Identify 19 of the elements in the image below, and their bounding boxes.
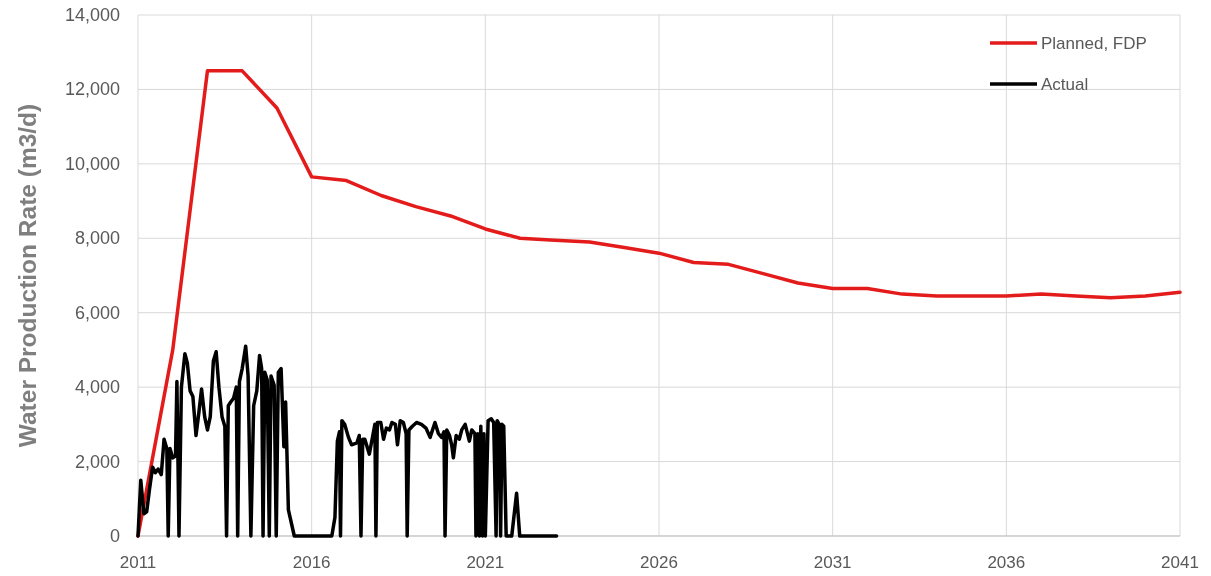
y-tick-label: 0 (109, 526, 120, 546)
x-tick-label: 2036 (987, 552, 1026, 572)
legend-label: Planned, FDP (1041, 33, 1147, 53)
y-tick-label: 10,000 (64, 153, 120, 174)
y-axis-title: Water Production Rate (m3/d) (13, 103, 41, 448)
legend-label: Actual (1041, 74, 1089, 94)
line-series (136, 344, 559, 538)
x-tick-label: 2031 (813, 552, 852, 572)
x-tick-label: 2011 (119, 552, 157, 572)
y-tick-label: 8,000 (74, 228, 120, 249)
y-tick-label: 12,000 (64, 79, 120, 100)
x-tick-label: 2016 (292, 552, 331, 572)
y-tick-label: 2,000 (74, 451, 120, 472)
y-tick-label: 6,000 (74, 302, 120, 323)
y-tick-label: 4,000 (74, 377, 120, 398)
x-tick-label: 2021 (466, 552, 505, 572)
y-tick-label: 14,000 (64, 5, 120, 25)
x-tick-label: 2026 (640, 552, 678, 572)
x-tick-label: 2041 (1161, 552, 1199, 572)
